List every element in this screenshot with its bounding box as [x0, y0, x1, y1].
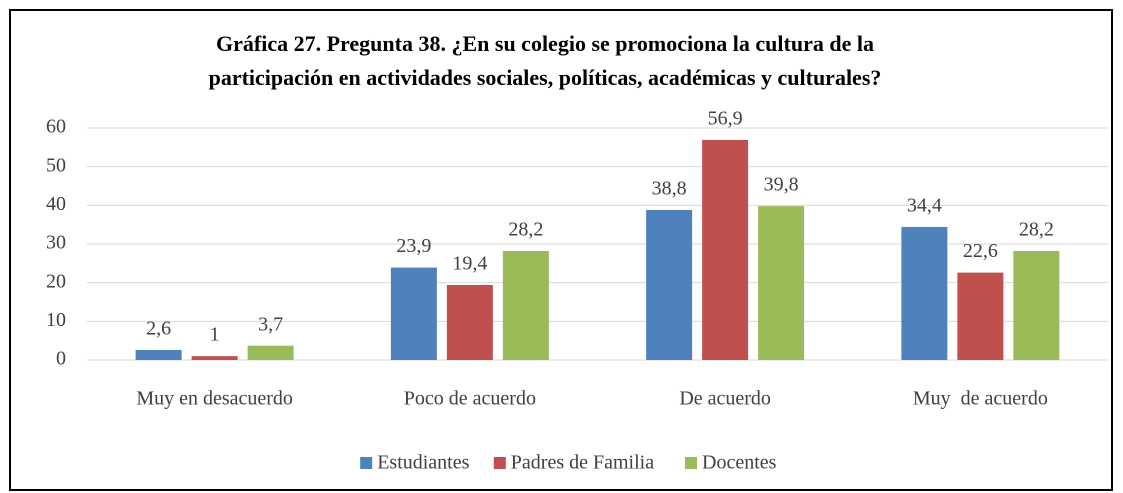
bar — [135, 349, 182, 360]
bar — [1013, 250, 1060, 360]
legend-label: Padres de Familia — [511, 452, 654, 474]
data-label: 39,8 — [764, 174, 799, 196]
y-tick-label: 30 — [46, 232, 66, 254]
x-tick-label: De acuerdo — [679, 388, 771, 410]
bar — [446, 284, 493, 360]
bar — [758, 206, 805, 360]
bar — [702, 139, 749, 360]
bar — [390, 267, 437, 360]
x-tick-label: Muy en desacuerdo — [136, 388, 293, 410]
y-tick-label: 40 — [46, 193, 66, 215]
bar — [957, 272, 1004, 360]
y-tick-label: 20 — [46, 270, 66, 292]
data-label: 38,8 — [652, 178, 687, 200]
x-tick-label: Poco de acuerdo — [404, 388, 536, 410]
data-label: 22,6 — [963, 240, 998, 262]
chart-title: participación en actividades sociales, p… — [209, 65, 882, 90]
legend-swatch — [493, 457, 506, 469]
bar — [191, 356, 238, 360]
data-label: 23,9 — [396, 235, 431, 257]
bar — [247, 345, 294, 360]
data-label: 2,6 — [146, 318, 171, 340]
data-label: 3,7 — [258, 313, 283, 335]
legend-label: Docentes — [702, 452, 777, 474]
y-tick-label: 10 — [46, 309, 66, 331]
data-label: 28,2 — [508, 219, 543, 241]
x-tick-label: Muy de acuerdo — [913, 388, 1048, 410]
chart-title: Gráfica 27. Pregunta 38. ¿En su colegio … — [216, 31, 874, 56]
data-label: 1 — [210, 324, 220, 346]
data-label: 28,2 — [1019, 219, 1054, 241]
legend-label: Estudiantes — [377, 452, 469, 474]
y-tick-label: 0 — [56, 348, 66, 370]
data-label: 56,9 — [708, 108, 743, 130]
legend-swatch — [685, 457, 697, 469]
data-label: 34,4 — [907, 195, 942, 217]
data-label: 19,4 — [452, 253, 487, 275]
bar — [901, 226, 948, 360]
legend-swatch — [360, 457, 373, 469]
y-tick-label: 60 — [46, 116, 66, 138]
y-tick-label: 50 — [46, 154, 66, 176]
bar — [646, 209, 693, 360]
bar — [502, 250, 549, 360]
